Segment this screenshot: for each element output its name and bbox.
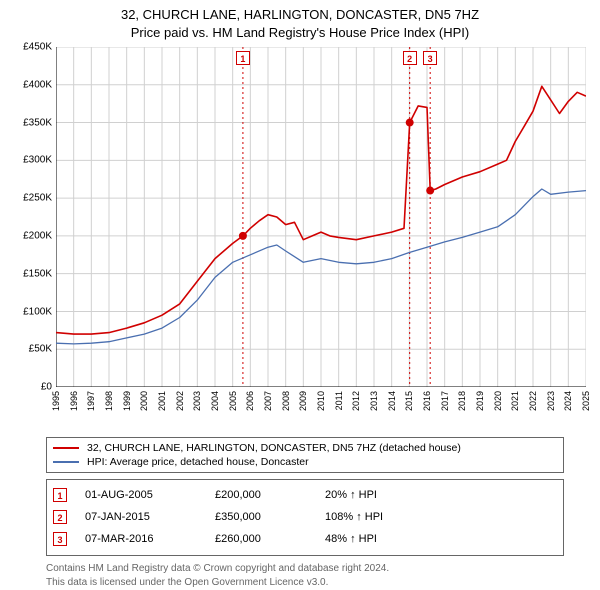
event-num: 3	[53, 532, 67, 546]
x-tick-label: 2002	[175, 391, 185, 411]
event-pct: 20% ↑ HPI	[325, 489, 377, 501]
event-row: 3 07-MAR-2016£260,00048% ↑ HPI	[53, 528, 557, 550]
x-tick-label: 2019	[475, 391, 485, 411]
page-title: 32, CHURCH LANE, HARLINGTON, DONCASTER, …	[10, 6, 590, 41]
event-price: £200,000	[215, 489, 325, 501]
x-tick-label: 2025	[581, 391, 591, 411]
legend-row: HPI: Average price, detached house, Donc…	[53, 455, 557, 469]
plot-area: 1 23	[56, 47, 586, 387]
x-tick-label: 1997	[86, 391, 96, 411]
x-tick-label: 2022	[528, 391, 538, 411]
event-price: £350,000	[215, 511, 325, 523]
legend-swatch	[53, 461, 79, 463]
event-num: 1	[53, 488, 67, 502]
event-pct: 48% ↑ HPI	[325, 533, 377, 545]
x-tick-label: 2010	[316, 391, 326, 411]
legend-label: 32, CHURCH LANE, HARLINGTON, DONCASTER, …	[87, 442, 461, 454]
y-tick-label: £200K	[23, 230, 52, 241]
x-tick-label: 2011	[334, 391, 344, 410]
x-tick-label: 2024	[563, 391, 573, 411]
event-row: 2 07-JAN-2015£350,000108% ↑ HPI	[53, 506, 557, 528]
event-date: 07-JAN-2015	[85, 511, 215, 523]
x-tick-label: 2006	[245, 391, 255, 411]
x-tick-label: 2013	[369, 391, 379, 411]
x-tick-label: 2007	[263, 391, 273, 411]
x-tick-label: 1996	[69, 391, 79, 411]
y-axis-labels: £0£50K£100K£150K£200K£250K£300K£350K£400…	[10, 47, 54, 387]
x-tick-label: 2012	[351, 391, 361, 411]
x-tick-label: 2008	[281, 391, 291, 411]
price-chart: £0£50K£100K£150K£200K£250K£300K£350K£400…	[10, 47, 590, 409]
y-tick-label: £250K	[23, 193, 52, 204]
x-tick-label: 2020	[493, 391, 503, 411]
legend-swatch	[53, 447, 79, 449]
footer: Contains HM Land Registry data © Crown c…	[46, 562, 564, 589]
y-tick-label: £450K	[23, 42, 52, 53]
x-tick-label: 2009	[298, 391, 308, 411]
y-tick-label: £100K	[23, 306, 52, 317]
y-tick-label: £50K	[29, 344, 52, 355]
x-tick-label: 2016	[422, 391, 432, 411]
x-tick-label: 2021	[510, 391, 520, 411]
y-tick-label: £400K	[23, 79, 52, 90]
y-tick-label: £300K	[23, 155, 52, 166]
y-tick-label: £150K	[23, 268, 52, 279]
legend-row: 32, CHURCH LANE, HARLINGTON, DONCASTER, …	[53, 441, 557, 455]
event-date: 01-AUG-2005	[85, 489, 215, 501]
footer-line1: Contains HM Land Registry data © Crown c…	[46, 562, 564, 576]
event-num: 2	[53, 510, 67, 524]
x-tick-label: 2018	[457, 391, 467, 411]
event-flag: 2	[403, 51, 417, 65]
x-tick-label: 2017	[440, 391, 450, 411]
title-line2: Price paid vs. HM Land Registry's House …	[10, 24, 590, 42]
x-tick-label: 2023	[546, 391, 556, 411]
event-table: 1 01-AUG-2005£200,00020% ↑ HPI 2 07-JAN-201…	[46, 479, 564, 556]
event-flag: 3	[423, 51, 437, 65]
footer-line2: This data is licensed under the Open Gov…	[46, 576, 564, 590]
x-tick-label: 2005	[228, 391, 238, 411]
x-tick-label: 2015	[404, 391, 414, 411]
x-tick-label: 2000	[139, 391, 149, 411]
x-tick-label: 1995	[51, 391, 61, 411]
event-price: £260,000	[215, 533, 325, 545]
x-axis-labels: 1995199619971998199920002001200220032004…	[56, 387, 586, 409]
event-date: 07-MAR-2016	[85, 533, 215, 545]
x-tick-label: 1999	[122, 391, 132, 411]
legend-label: HPI: Average price, detached house, Donc…	[87, 456, 309, 468]
x-tick-label: 1998	[104, 391, 114, 411]
event-row: 1 01-AUG-2005£200,00020% ↑ HPI	[53, 484, 557, 506]
event-pct: 108% ↑ HPI	[325, 511, 383, 523]
event-flag: 1	[236, 51, 250, 65]
legend: 32, CHURCH LANE, HARLINGTON, DONCASTER, …	[46, 437, 564, 473]
title-line1: 32, CHURCH LANE, HARLINGTON, DONCASTER, …	[10, 6, 590, 24]
x-tick-label: 2001	[157, 391, 167, 411]
x-tick-label: 2014	[387, 391, 397, 411]
x-tick-label: 2004	[210, 391, 220, 411]
y-tick-label: £350K	[23, 117, 52, 128]
x-tick-label: 2003	[192, 391, 202, 411]
